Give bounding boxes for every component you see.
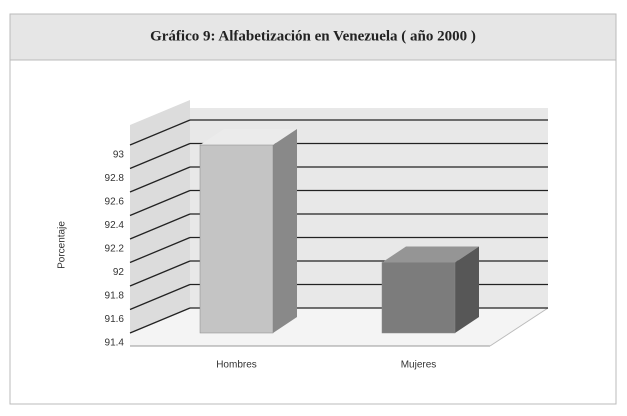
grid-line xyxy=(129,283,191,311)
grid-line xyxy=(129,307,191,334)
y-axis-label: Porcentaje xyxy=(57,221,68,269)
floor-edge xyxy=(489,307,549,347)
grid-line xyxy=(129,213,191,240)
bar-top xyxy=(200,129,297,145)
y-tick-label: 91.4 xyxy=(105,338,125,349)
y-tick-label: 91.6 xyxy=(105,314,125,325)
title-band xyxy=(9,13,617,61)
grid-line xyxy=(129,119,191,146)
chart-title: Gráfico 9: Alfabetización en Venezuela (… xyxy=(150,28,476,44)
grid-line xyxy=(129,166,191,193)
y-tick-label: 92.4 xyxy=(105,220,125,231)
bar-side xyxy=(273,129,297,333)
y-tick-label: 92.6 xyxy=(105,197,125,208)
bar-top xyxy=(382,246,479,263)
grid-line xyxy=(129,189,191,217)
grid-line xyxy=(129,142,191,170)
bar xyxy=(199,144,274,334)
left-wall xyxy=(130,100,190,333)
y-tick-label: 92 xyxy=(113,267,125,278)
y-tick-label: 92.8 xyxy=(105,173,125,184)
grid-line xyxy=(129,260,191,287)
y-tick-label: 93 xyxy=(113,150,125,161)
bar xyxy=(381,262,456,334)
y-tick-label: 91.8 xyxy=(105,291,125,302)
x-tick-label: Mujeres xyxy=(401,360,437,371)
x-tick-label: Hombres xyxy=(216,360,257,371)
grid-line xyxy=(129,236,191,264)
y-tick-label: 92.2 xyxy=(105,244,125,255)
bar-side xyxy=(455,246,479,333)
floor xyxy=(130,308,548,346)
